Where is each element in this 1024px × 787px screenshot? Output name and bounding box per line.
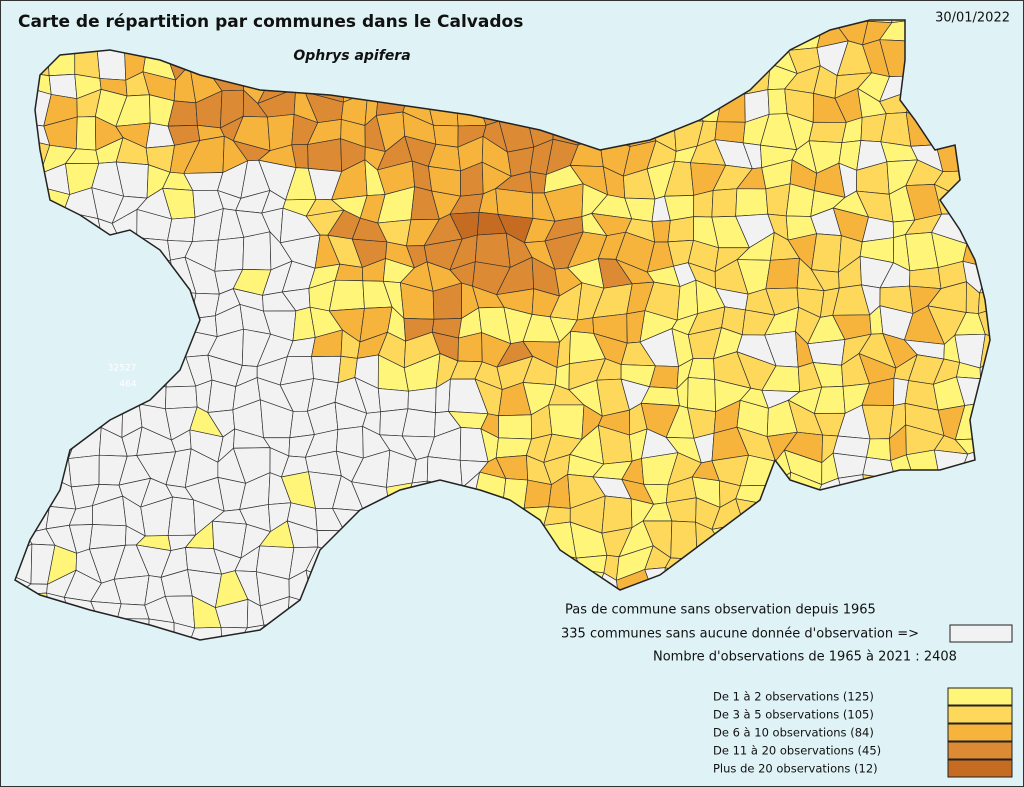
commune <box>909 267 942 290</box>
commune <box>328 279 365 312</box>
commune <box>214 236 245 272</box>
commune <box>832 452 867 479</box>
legend-swatch <box>947 741 1013 760</box>
legend-swatch <box>947 759 1013 778</box>
commune <box>307 138 342 172</box>
commune <box>68 454 100 488</box>
commune <box>165 385 198 410</box>
commune <box>523 479 552 509</box>
commune <box>116 603 150 620</box>
legend-swatch <box>947 705 1013 724</box>
commune <box>811 233 842 273</box>
legend-label: De 6 à 10 observations (84) <box>713 726 874 740</box>
map-label: 32527 <box>108 364 137 374</box>
note: Pas de commune sans observation depuis 1… <box>565 603 876 618</box>
commune <box>687 377 717 413</box>
commune <box>735 188 769 217</box>
commune <box>167 216 196 242</box>
commune <box>548 404 585 440</box>
legend-label: De 3 à 5 observations (105) <box>713 708 874 722</box>
commune <box>495 437 532 459</box>
commune <box>498 414 532 440</box>
commune <box>334 263 364 282</box>
legend-label: De 1 à 2 observations (125) <box>713 690 874 704</box>
date: 30/01/2022 <box>935 11 1010 26</box>
note: 335 communes sans aucune donnée d'observ… <box>561 627 919 642</box>
legend-label: De 11 à 20 observations (45) <box>713 744 881 758</box>
commune <box>866 438 891 461</box>
commune <box>401 408 436 438</box>
commune <box>714 121 746 144</box>
commune <box>711 188 738 218</box>
commune <box>808 121 847 144</box>
commune <box>529 171 547 194</box>
map-label: 464 <box>119 380 136 390</box>
commune <box>651 220 671 243</box>
commune <box>693 190 714 218</box>
department-outline <box>14 19 991 641</box>
commune <box>880 112 912 147</box>
subtitle: Ophrys apifera <box>293 48 410 64</box>
title: Carte de répartition par communes dans l… <box>18 12 523 32</box>
commune <box>495 188 534 219</box>
legend-label: Plus de 20 observations (12) <box>713 762 878 776</box>
legend-swatch <box>947 723 1013 742</box>
commune <box>75 116 97 151</box>
commune <box>765 257 800 290</box>
commune <box>601 495 633 534</box>
commune <box>807 339 846 366</box>
commune <box>767 88 788 115</box>
commune <box>407 387 437 414</box>
no-data-swatch <box>949 624 1013 643</box>
commune <box>242 231 272 271</box>
commune <box>432 124 459 148</box>
legend-swatch <box>947 687 1013 706</box>
commune <box>167 496 196 536</box>
commune <box>687 358 716 380</box>
commune <box>377 388 409 413</box>
note: Nombre d'observations de 1965 à 2021 : 2… <box>653 650 957 665</box>
commune <box>667 216 695 243</box>
legend: De 1 à 2 observations (125) De 3 à 5 obse… <box>713 687 1013 778</box>
